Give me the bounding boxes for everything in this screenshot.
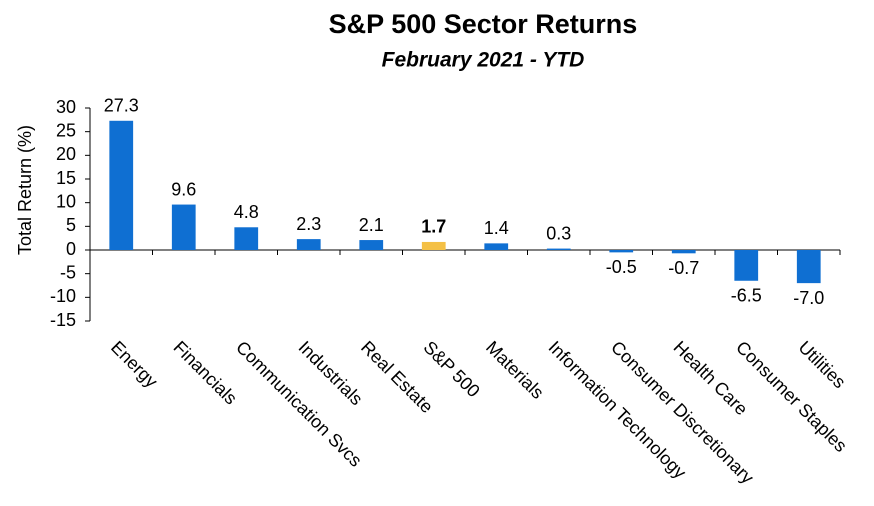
x-tick-label: Consumer Staples xyxy=(732,337,851,456)
bar xyxy=(484,243,509,250)
x-tick-label: Energy xyxy=(107,337,161,391)
value-label: -7.0 xyxy=(793,288,824,308)
value-label: -0.7 xyxy=(668,258,699,278)
bar xyxy=(421,241,446,250)
bar xyxy=(796,250,821,284)
x-tick-label: Materials xyxy=(482,337,548,403)
chart-title: S&P 500 Sector Returns xyxy=(329,9,638,39)
bar xyxy=(109,120,134,250)
value-label: 2.3 xyxy=(296,214,321,234)
bar xyxy=(734,250,759,281)
x-tick-label: Utilities xyxy=(795,337,850,392)
value-label: 0.3 xyxy=(546,223,571,243)
y-tick-label: 25 xyxy=(56,120,76,140)
bar xyxy=(546,248,571,250)
value-label: 4.8 xyxy=(234,202,259,222)
y-tick-label: 30 xyxy=(56,97,76,117)
y-tick-label: -10 xyxy=(50,286,76,306)
value-label: 9.6 xyxy=(171,179,196,199)
bar xyxy=(296,239,321,250)
bar xyxy=(359,240,384,250)
y-tick-label: 10 xyxy=(56,191,76,211)
y-tick-label: 0 xyxy=(66,239,76,259)
y-tick-label: 15 xyxy=(56,168,76,188)
y-axis-label: Total Return (%) xyxy=(15,125,35,255)
value-label: 1.4 xyxy=(484,218,509,238)
y-tick-label: -15 xyxy=(50,310,76,330)
x-tick-label: Financials xyxy=(170,337,241,408)
bar xyxy=(234,227,259,250)
y-tick-label: -5 xyxy=(60,262,76,282)
x-tick-label: S&P 500 xyxy=(420,337,484,401)
x-tick-label: Communication Svcs xyxy=(232,337,366,471)
value-label: -0.5 xyxy=(606,257,637,277)
chart-subtitle: February 2021 - YTD xyxy=(382,49,585,72)
bar xyxy=(609,250,634,253)
value-label: 2.1 xyxy=(359,215,384,235)
bar xyxy=(671,250,696,254)
bar xyxy=(171,204,196,250)
y-tick-label: 5 xyxy=(66,215,76,235)
y-tick-label: 20 xyxy=(56,144,76,164)
value-label: 1.7 xyxy=(421,217,446,237)
value-label: -6.5 xyxy=(731,286,762,306)
value-label: 27.3 xyxy=(104,96,139,116)
